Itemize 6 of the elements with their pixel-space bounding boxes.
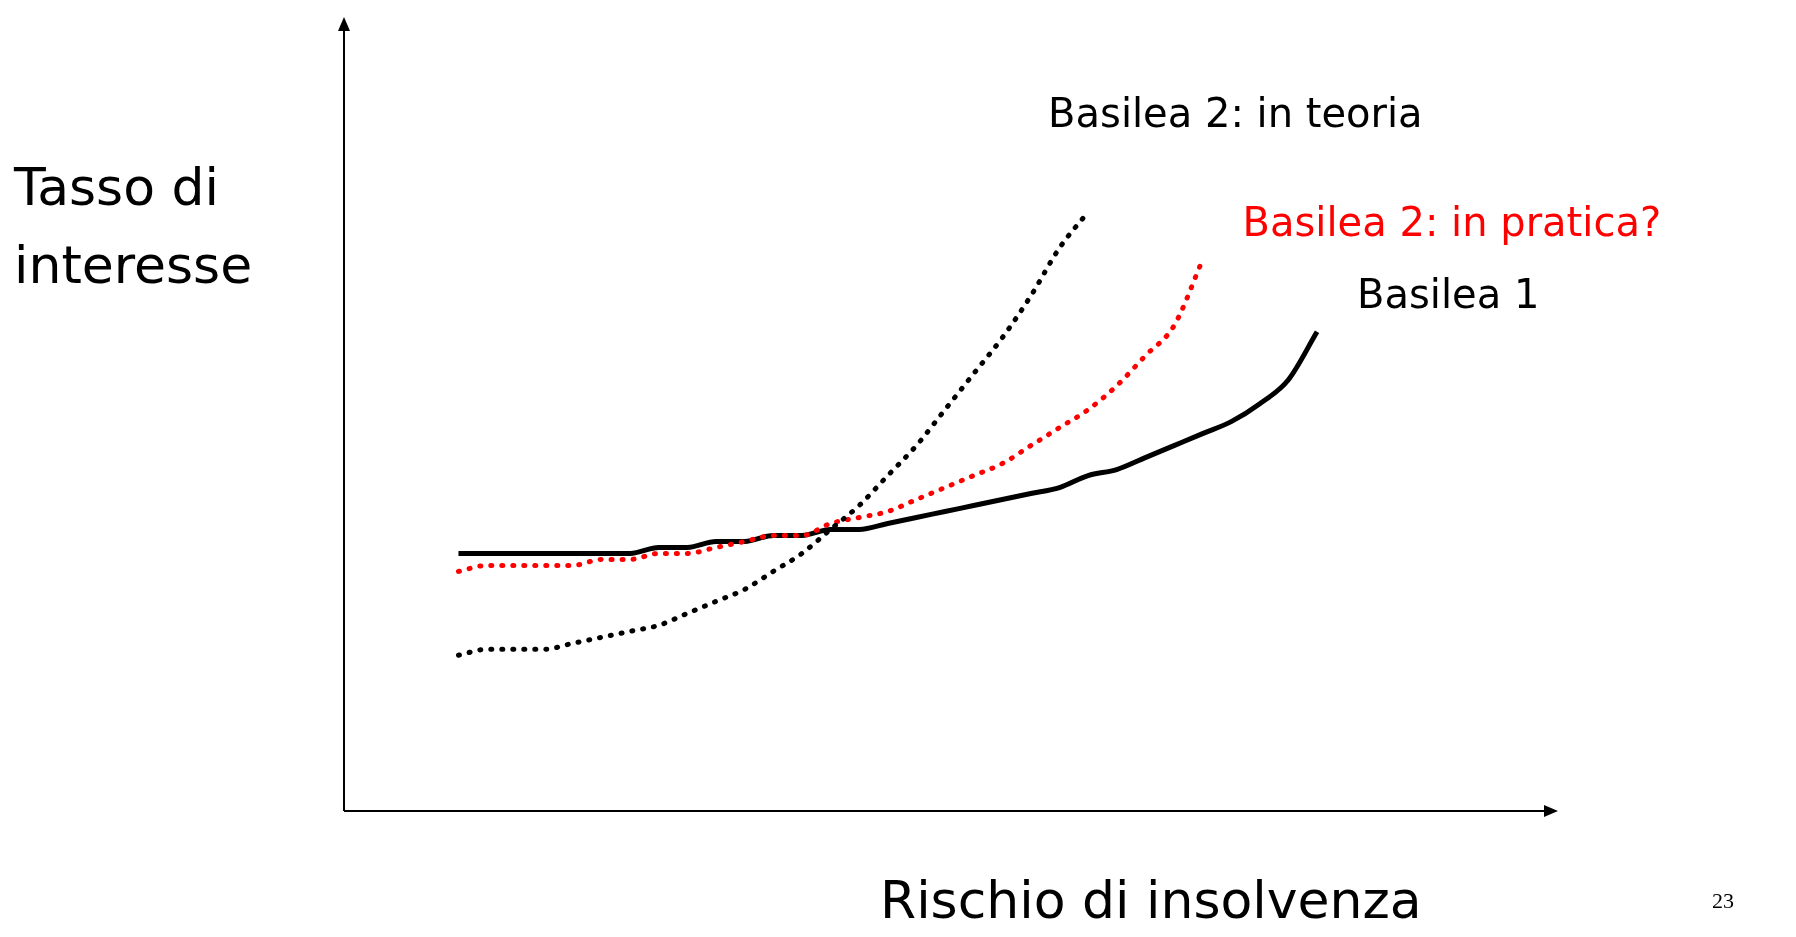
series-label: Basilea 1 (1357, 270, 1540, 317)
text: Basilea 2: in teoria (1048, 90, 1423, 136)
text: 23 (1712, 888, 1734, 914)
x-axis-title: Rischio di insolvenza (880, 870, 1422, 930)
y-axis-title: Tasso di interesse (14, 156, 254, 297)
series-label: Basilea 2: in pratica? (1242, 198, 1662, 245)
